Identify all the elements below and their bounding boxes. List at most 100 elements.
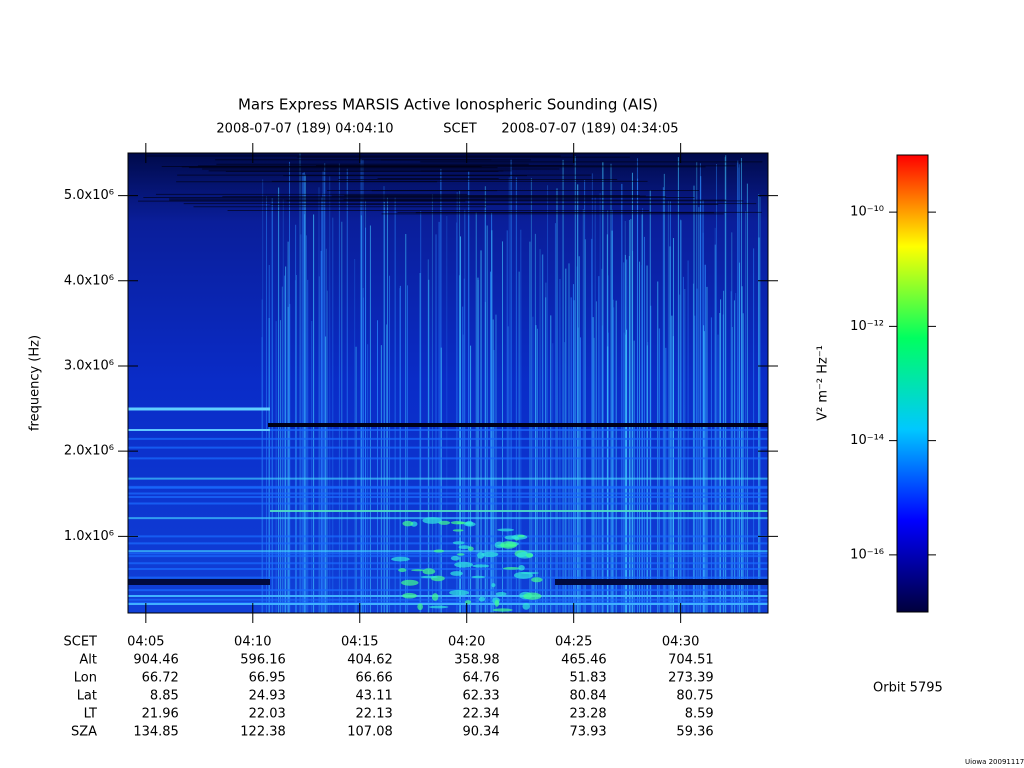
y-tick-label: 5.0x10⁶ xyxy=(64,188,114,203)
table-cell: 21.96 xyxy=(142,707,179,722)
end-time: 2008-07-07 (189) 04:34:05 xyxy=(501,122,678,137)
spectrogram-texture xyxy=(494,599,500,607)
table-cell: 22.03 xyxy=(249,707,286,722)
colorbar-tick-label: 10⁻¹⁶ xyxy=(850,547,884,562)
spectrogram-texture xyxy=(520,571,539,575)
spectrogram-texture xyxy=(454,561,473,568)
spectrogram-texture xyxy=(431,593,439,601)
table-row-label: Alt xyxy=(79,653,97,668)
y-tick-label: 2.0x10⁶ xyxy=(64,444,114,459)
spectrogram-texture xyxy=(391,556,410,562)
y-tick-label: 1.0x10⁶ xyxy=(64,529,114,544)
colorbar-label: V² m⁻² Hz⁻¹ xyxy=(816,345,831,421)
table-row-label: Lat xyxy=(77,689,97,704)
spectrogram-texture xyxy=(492,608,513,612)
table-cell: 134.85 xyxy=(133,725,179,740)
spectrogram-texture xyxy=(401,579,419,586)
table-row-label: LT xyxy=(84,707,97,722)
table-cell: 43.11 xyxy=(356,689,393,704)
table-row-label: Lon xyxy=(74,671,97,686)
spectrogram-texture xyxy=(522,602,530,610)
spectrogram-texture xyxy=(411,569,425,572)
table-cell: 465.46 xyxy=(561,653,607,668)
spectrogram-texture xyxy=(422,568,436,575)
spectrogram-texture xyxy=(502,567,521,570)
table-cell: 358.98 xyxy=(454,653,500,668)
spectrogram-texture xyxy=(128,153,768,613)
x-tick-label: 04:30 xyxy=(662,635,699,650)
table-row-label: SZA xyxy=(71,725,97,740)
table-cell: 107.08 xyxy=(347,725,393,740)
colorbar-tick-label: 10⁻¹² xyxy=(850,319,884,334)
spectrogram-texture xyxy=(523,592,542,600)
spectrogram-texture xyxy=(420,575,438,579)
spectrogram-texture xyxy=(433,549,445,553)
spectrogram-texture xyxy=(402,592,417,599)
colorbar-tick-label: 10⁻¹⁴ xyxy=(850,433,884,448)
x-tick-label: 04:05 xyxy=(127,635,164,650)
table-cell: 8.85 xyxy=(150,689,179,704)
table-cell: 704.51 xyxy=(668,653,714,668)
x-tick-label: 04:20 xyxy=(448,635,485,650)
table-cell: 66.72 xyxy=(142,671,179,686)
spectrogram-texture xyxy=(422,517,442,524)
table-cell: 22.34 xyxy=(462,707,499,722)
spectrogram-texture xyxy=(452,541,465,545)
spectrogram-texture xyxy=(495,591,507,596)
spectrogram-texture xyxy=(478,596,486,602)
spectrogram-texture xyxy=(457,553,465,556)
spectrogram-texture xyxy=(481,551,499,558)
time-label: SCET xyxy=(443,122,477,137)
plot-frame xyxy=(127,152,769,614)
spectrogram-texture xyxy=(464,521,476,527)
spectrogram-texture xyxy=(472,564,490,568)
spectrogram-texture xyxy=(491,583,496,588)
table-cell: 73.93 xyxy=(569,725,606,740)
table-cell: 80.84 xyxy=(569,689,606,704)
y-tick-label: 4.0x10⁶ xyxy=(64,273,114,288)
table-cell: 8.59 xyxy=(685,707,714,722)
table-cell: 66.95 xyxy=(249,671,286,686)
spectrogram-texture xyxy=(450,520,465,525)
spectrogram-texture xyxy=(398,568,407,573)
y-tick-label: 3.0x10⁶ xyxy=(64,358,114,373)
table-cell: 66.66 xyxy=(356,671,393,686)
table-cell: 596.16 xyxy=(240,653,286,668)
spectrogram-texture xyxy=(449,589,469,596)
spectrogram-texture xyxy=(477,551,485,559)
spectrogram-texture xyxy=(531,577,543,583)
spectrogram-texture xyxy=(517,534,525,538)
y-axis-label: frequency (Hz) xyxy=(28,335,43,431)
table-cell: 80.75 xyxy=(676,689,713,704)
spectrogram-texture xyxy=(518,565,525,571)
table-cell: 24.93 xyxy=(249,689,286,704)
table-cell: 904.46 xyxy=(133,653,179,668)
footer: Uiowa 20091117 xyxy=(965,758,1024,766)
spectrogram-texture xyxy=(450,571,463,576)
x-tick-label: 04:15 xyxy=(341,635,378,650)
spectrogram-texture xyxy=(500,541,517,549)
table-cell: 23.28 xyxy=(569,707,606,722)
spectrogram-texture xyxy=(428,605,449,609)
table-cell: 404.62 xyxy=(347,653,393,668)
spectrogram-texture xyxy=(504,535,518,540)
table-cell: 90.34 xyxy=(462,725,499,740)
spectrogram-texture xyxy=(450,555,460,561)
table-row-label: SCET xyxy=(64,635,98,650)
table-cell: 64.76 xyxy=(462,671,499,686)
table-cell: 51.83 xyxy=(569,671,606,686)
table-cell: 273.39 xyxy=(668,671,714,686)
spectrogram-texture xyxy=(402,520,414,527)
table-cell: 62.33 xyxy=(462,689,499,704)
start-time: 2008-07-07 (189) 04:04:10 xyxy=(216,122,393,137)
spectrogram-texture xyxy=(471,575,486,579)
spectrogram-texture xyxy=(438,520,451,525)
x-tick-label: 04:10 xyxy=(234,635,271,650)
spectrogram-texture xyxy=(497,528,515,532)
colorbar-tick-label: 10⁻¹⁰ xyxy=(850,205,884,220)
spectrogram-texture xyxy=(464,600,472,605)
colorbar xyxy=(896,154,929,613)
table-cell: 122.38 xyxy=(240,725,286,740)
orbit-label: Orbit 5795 xyxy=(873,681,943,696)
